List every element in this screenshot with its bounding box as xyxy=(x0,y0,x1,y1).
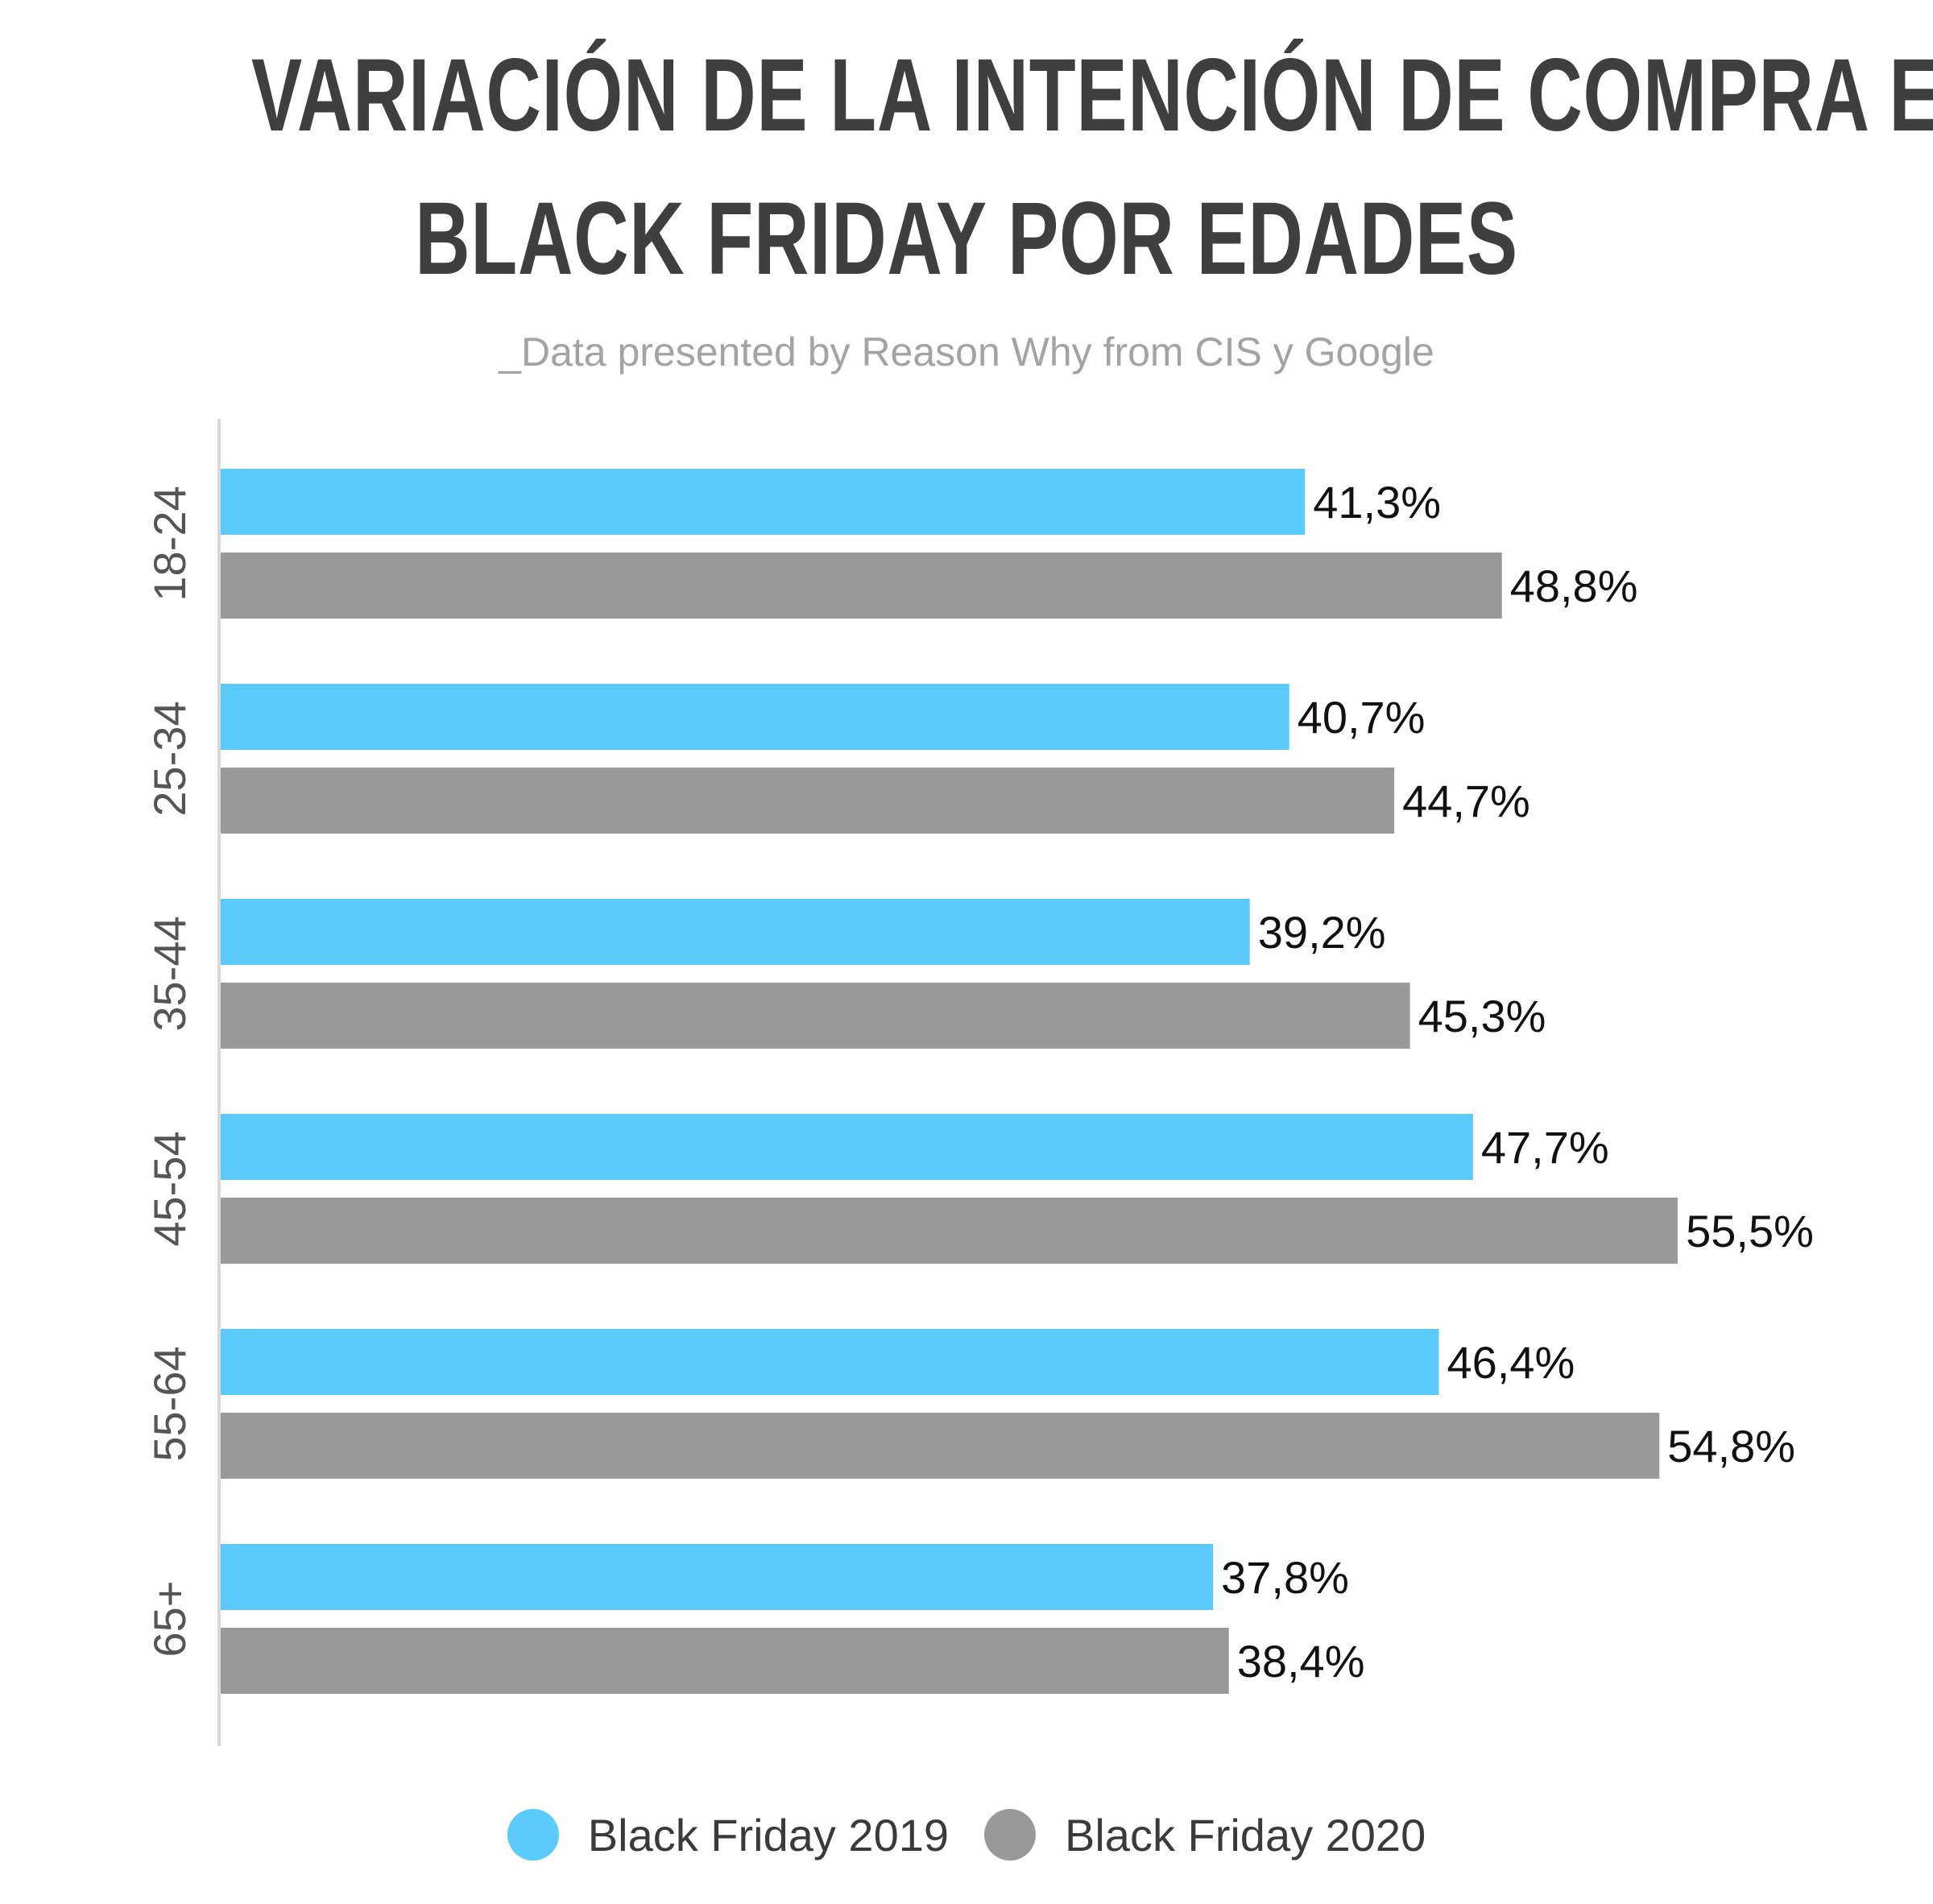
bar-55-64-2019 xyxy=(221,1329,1439,1395)
chart-title-line-1: VARIACIÓN DE LA INTENCIÓN DE COMPRA EN xyxy=(251,38,1933,153)
data-label-65+-2020: 38,4% xyxy=(1237,1636,1365,1687)
legend-swatch-2019 xyxy=(507,1809,559,1861)
bar-65+-2020 xyxy=(221,1628,1229,1694)
data-label-55-64-2020: 54,8% xyxy=(1667,1421,1795,1471)
legend-item-2019: Black Friday 2019 xyxy=(507,1809,949,1861)
chart-title-line-2: BLACK FRIDAY POR EDADES xyxy=(415,181,1518,296)
bar-18-24-2019 xyxy=(221,469,1306,535)
bar-55-64-2020 xyxy=(221,1413,1660,1479)
legend-item-2020: Black Friday 2020 xyxy=(984,1809,1426,1861)
category-label-18-24: 18-24 xyxy=(144,486,195,601)
chart-title: VARIACIÓN DE LA INTENCIÓN DE COMPRA EN B… xyxy=(251,24,1933,311)
legend-swatch-2020 xyxy=(984,1809,1036,1861)
bar-35-44-2019 xyxy=(221,899,1250,965)
chart-subtitle: _Data presented by Reason Why from CIS y… xyxy=(499,329,1434,375)
bar-25-34-2019 xyxy=(221,684,1289,750)
data-label-45-54-2020: 55,5% xyxy=(1686,1206,1814,1256)
bar-45-54-2020 xyxy=(221,1198,1678,1264)
data-label-65+-2019: 37,8% xyxy=(1221,1552,1349,1603)
data-label-55-64-2019: 46,4% xyxy=(1447,1337,1575,1388)
data-label-25-34-2019: 40,7% xyxy=(1298,692,1426,743)
bar-18-24-2020 xyxy=(221,553,1502,619)
data-label-18-24-2019: 41,3% xyxy=(1313,477,1441,528)
data-label-45-54-2019: 47,7% xyxy=(1481,1122,1609,1173)
data-label-35-44-2020: 45,3% xyxy=(1418,991,1546,1041)
legend-label-2019: Black Friday 2019 xyxy=(587,1809,949,1861)
category-label-45-54: 45-54 xyxy=(144,1131,195,1246)
category-label-65+: 65+ xyxy=(144,1581,195,1658)
data-label-35-44-2019: 39,2% xyxy=(1258,907,1386,958)
bar-65+-2019 xyxy=(221,1544,1214,1610)
data-label-25-34-2020: 44,7% xyxy=(1402,776,1530,826)
legend-label-2020: Black Friday 2020 xyxy=(1065,1809,1426,1861)
chart-legend: Black Friday 2019 Black Friday 2020 xyxy=(0,1794,1933,1875)
category-label-55-64: 55-64 xyxy=(144,1346,195,1461)
data-label-18-24-2020: 48,8% xyxy=(1510,561,1638,611)
bar-35-44-2020 xyxy=(221,983,1410,1049)
bar-45-54-2019 xyxy=(221,1114,1473,1180)
category-label-25-34: 25-34 xyxy=(144,701,195,816)
bar-25-34-2020 xyxy=(221,768,1395,834)
category-label-35-44: 35-44 xyxy=(144,916,195,1031)
